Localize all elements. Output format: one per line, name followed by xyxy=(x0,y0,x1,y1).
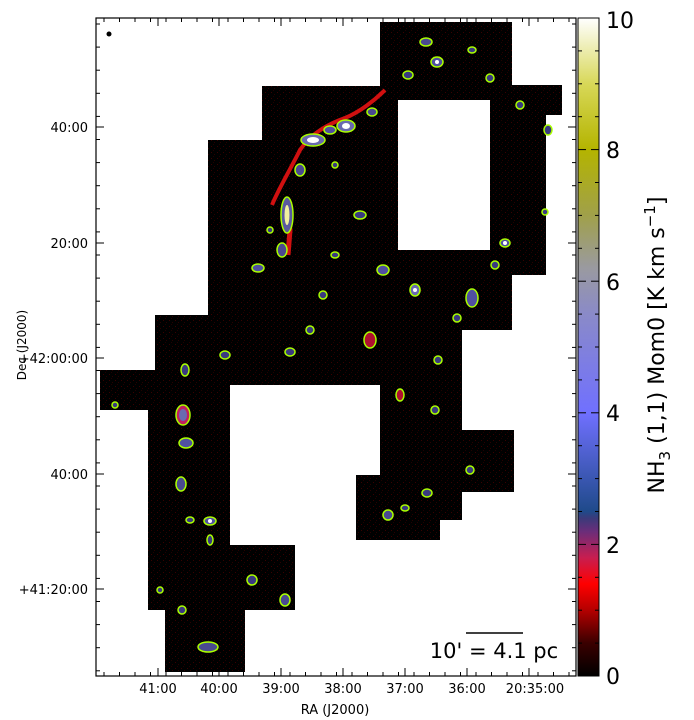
colorbar-tick-label: 4 xyxy=(606,402,620,427)
colorbar-tick-label: 6 xyxy=(606,271,620,296)
x-tick-label: 37:00 xyxy=(386,682,423,697)
x-tick-label: 39:00 xyxy=(262,682,299,697)
colorbar-tick-labels: 0 2 4 6 8 10 xyxy=(606,9,634,690)
x-tick-label: 36:00 xyxy=(448,682,485,697)
colorbar-tick-label: 10 xyxy=(606,9,634,34)
scale-bar-label: 10' = 4.1 pc xyxy=(430,639,558,663)
x-tick-label: 40:00 xyxy=(200,682,237,697)
emission-features xyxy=(111,37,553,653)
beam-marker xyxy=(106,31,112,37)
colorbar-tick-label: 0 xyxy=(606,665,620,690)
colorbar-label-rest: (1,1) Mom0 [K km s xyxy=(645,227,670,451)
x-tick-label: 38:00 xyxy=(324,682,361,697)
colorbar-label-main: NH xyxy=(645,460,670,493)
y-tick-labels: 40:00 20:00 +42:00:00 40:00 +41:20:00 xyxy=(19,121,88,598)
colorbar-label-sub: 3 xyxy=(656,451,674,461)
colorbar-tick-label: 2 xyxy=(606,534,620,559)
colorbar-label-sup: −1 xyxy=(641,205,659,227)
intensity-map xyxy=(100,22,562,672)
y-tick-label: 20:00 xyxy=(51,237,88,252)
y-axis-label: Dec (J2000) xyxy=(15,310,29,380)
y-tick-label: 40:00 xyxy=(51,121,88,136)
colorbar-label: NH3 (1,1) Mom0 [K km s−1] xyxy=(641,197,674,494)
x-tick-labels: 41:00 40:00 39:00 38:00 37:00 36:00 20:3… xyxy=(139,682,564,697)
colorbar-ticks xyxy=(578,17,599,677)
y-tick-label: +42:00:00 xyxy=(19,352,88,367)
x-tick-label: 20:35:00 xyxy=(506,682,564,697)
y-tick-label: +41:20:00 xyxy=(19,583,88,598)
colorbar-tick-label: 8 xyxy=(606,139,620,164)
colorbar-label-end: ] xyxy=(645,197,670,206)
y-tick-label: 40:00 xyxy=(51,468,88,483)
axis-ticks xyxy=(96,18,576,676)
x-tick-label: 41:00 xyxy=(139,682,176,697)
x-axis-label: RA (J2000) xyxy=(301,703,370,718)
